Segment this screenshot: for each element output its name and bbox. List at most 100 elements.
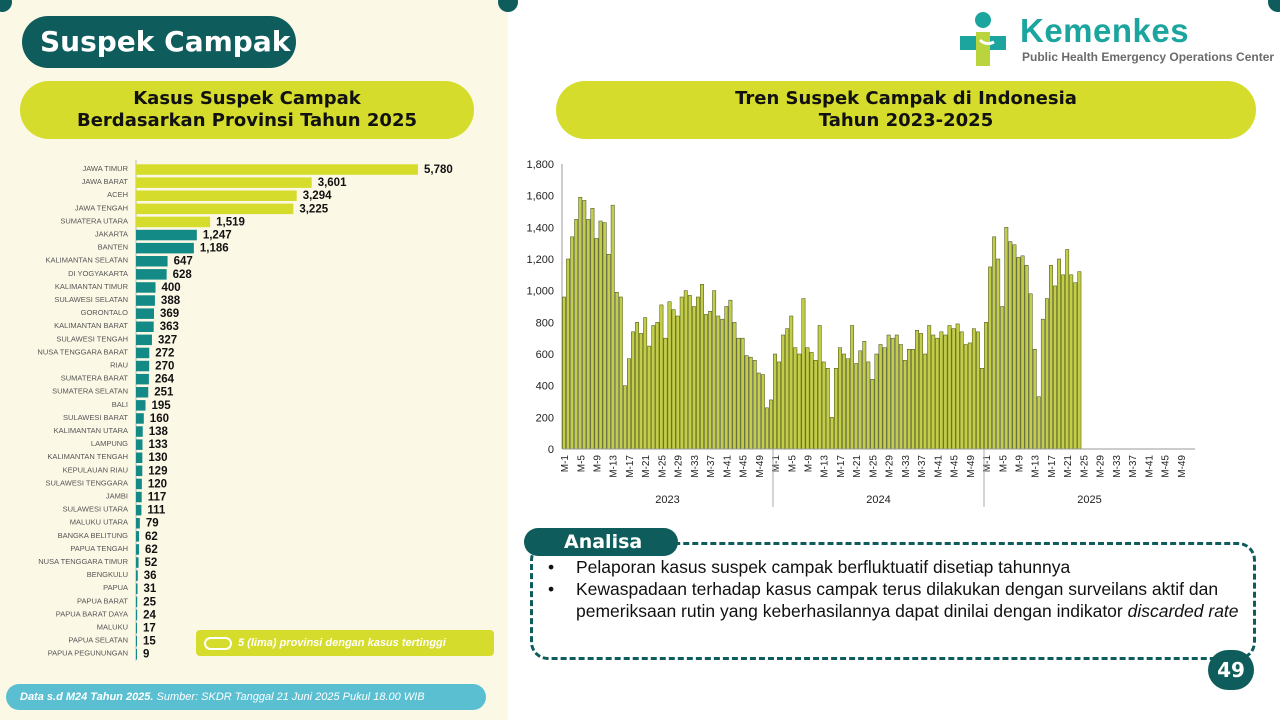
- trend-y-tick-label: 1,600: [526, 191, 554, 203]
- trend-bar: [566, 258, 571, 450]
- trend-bar: [1057, 258, 1061, 450]
- province-value-label: 62: [145, 544, 158, 556]
- province-value-label: 327: [158, 334, 177, 346]
- trend-bar: [687, 295, 692, 450]
- province-label: MALUKU UTARA: [70, 518, 128, 527]
- trend-bar: [667, 301, 672, 450]
- trend-x-tick-label: M-1: [982, 455, 993, 473]
- trend-bar: [574, 219, 579, 450]
- trend-bar: [598, 220, 603, 450]
- trend-x-tick-label: M-29: [885, 455, 896, 478]
- province-bar: [136, 269, 167, 280]
- province-label: SUMATERA UTARA: [60, 216, 128, 225]
- trend-bar: [943, 334, 948, 450]
- trend-x-tick-label: M-5: [998, 455, 1009, 473]
- trend-bar: [700, 284, 704, 450]
- province-bar: [136, 216, 211, 228]
- province-label: RIAU: [110, 361, 128, 370]
- trend-bar: [980, 368, 984, 450]
- province-label: PAPUA BARAT: [77, 596, 128, 605]
- trend-bar: [769, 399, 773, 450]
- trend-x-tick-label: M-29: [674, 455, 685, 478]
- trend-bar: [1073, 282, 1078, 450]
- trend-bar: [639, 333, 644, 450]
- trend-bar: [907, 349, 911, 450]
- trend-bar: [927, 325, 932, 450]
- analysis-list: Pelaporan kasus suspek campak berfluktua…: [546, 556, 1246, 622]
- kemenkes-emblem-icon: [960, 12, 1006, 66]
- trend-bar: [858, 350, 863, 450]
- province-value-label: 120: [148, 478, 167, 490]
- trend-bar: [663, 337, 668, 450]
- province-value-label: 388: [161, 295, 181, 307]
- province-bar: [136, 518, 140, 529]
- trend-bar: [618, 296, 623, 450]
- trend-bar: [947, 325, 952, 450]
- trend-bar: [635, 322, 639, 450]
- province-label: KALIMANTAN TENGAH: [47, 452, 128, 461]
- province-bar: [136, 295, 155, 306]
- analysis-bullet: Kewaspadaan terhadap kasus campak terus …: [546, 578, 1246, 622]
- page-number: 49: [1208, 650, 1254, 690]
- trend-x-tick-label: M-33: [1112, 455, 1123, 478]
- trend-year-label: 2024: [866, 494, 890, 506]
- province-bar: [136, 334, 152, 346]
- province-bar: [136, 347, 150, 359]
- trend-bar: [610, 204, 615, 450]
- trend-bar: [870, 379, 875, 450]
- trend-bar: [696, 296, 700, 450]
- province-label: JAMBI: [106, 492, 128, 501]
- trend-bar: [988, 266, 993, 450]
- trend-x-tick-label: M-41: [722, 455, 733, 478]
- trend-x-tick-label: M-33: [901, 455, 912, 478]
- trend-bar: [627, 358, 631, 450]
- logo-subtitle: Public Health Emergency Operations Cente…: [1022, 50, 1275, 64]
- trend-bar: [744, 355, 749, 450]
- province-bar: [136, 387, 149, 398]
- trend-bar: [708, 311, 713, 450]
- trend-bar: [748, 356, 753, 450]
- trend-bar: [797, 353, 802, 450]
- trend-x-tick-label: M-13: [1031, 455, 1042, 478]
- province-label: JAWA BARAT: [82, 177, 129, 186]
- trend-bar: [805, 347, 810, 450]
- province-value-label: 369: [160, 308, 179, 320]
- trend-bar: [874, 353, 879, 450]
- trend-bar: [898, 344, 903, 450]
- page-title: Suspek Campak: [22, 16, 296, 68]
- province-value-label: 251: [154, 387, 174, 399]
- trend-bar: [671, 309, 676, 450]
- province-bar: [136, 622, 137, 634]
- province-label: KALIMANTAN TIMUR: [55, 282, 129, 291]
- province-value-label: 272: [155, 347, 174, 359]
- province-label: BENGKULU: [87, 570, 128, 579]
- trend-x-tick-label: M-25: [868, 455, 879, 478]
- province-label: BANGKA BELITUNG: [58, 531, 129, 540]
- analysis-heading: Analisa: [524, 528, 678, 556]
- province-bar: [136, 203, 294, 215]
- trend-x-tick-label: M-17: [836, 455, 847, 478]
- trend-x-tick-label: M-45: [739, 455, 750, 478]
- province-bar: [136, 491, 142, 503]
- province-value-label: 52: [145, 557, 158, 569]
- province-label: PAPUA PEGUNUNGAN: [48, 649, 128, 658]
- trend-bar: [631, 331, 635, 450]
- trend-bar: [704, 314, 708, 450]
- trend-bar: [643, 317, 648, 450]
- province-label: LAMPUNG: [91, 439, 128, 448]
- corner-decoration-right: [1268, 0, 1280, 12]
- trend-bar: [777, 361, 782, 450]
- trend-bar: [842, 353, 846, 450]
- province-label: PAPUA BARAT DAYA: [56, 609, 128, 618]
- trend-bar: [622, 385, 627, 450]
- trend-bar: [712, 290, 717, 450]
- trend-bar: [996, 258, 1001, 450]
- trend-x-tick-label: M-25: [657, 455, 668, 478]
- trend-x-tick-label: M-21: [641, 455, 652, 478]
- trend-bar: [773, 353, 777, 450]
- province-bar: [136, 609, 138, 621]
- province-chart-legend: 5 (lima) provinsi dengan kasus tertinggi: [196, 630, 494, 656]
- legend-swatch: [204, 636, 232, 650]
- province-value-label: 117: [148, 492, 167, 504]
- trend-bar: [1069, 274, 1074, 450]
